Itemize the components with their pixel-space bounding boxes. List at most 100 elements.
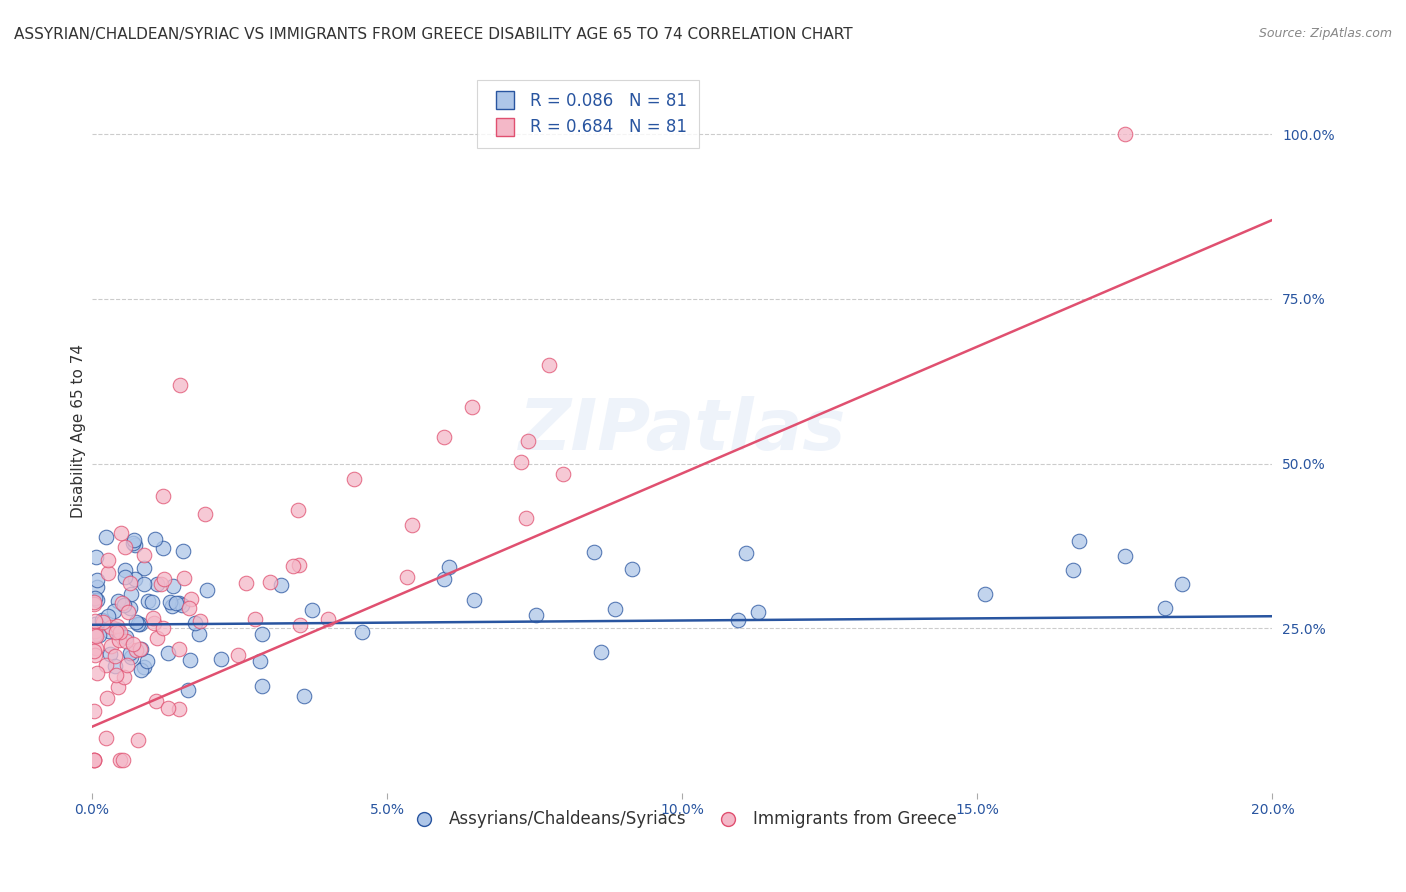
Point: [100, 640, 122, 654]
Point: [582, 545, 605, 559]
Point: [97, 553, 120, 567]
Point: [118, 600, 141, 615]
Point: [108, 625, 131, 640]
Point: [83, 597, 105, 611]
Point: [83, 644, 105, 658]
Point: [179, 653, 201, 667]
Point: [301, 603, 323, 617]
Point: [83, 753, 105, 767]
Point: [145, 694, 167, 708]
Point: [259, 575, 281, 590]
Point: [98, 647, 121, 661]
Point: [172, 544, 194, 558]
Point: [156, 646, 179, 660]
Point: [115, 658, 138, 673]
Point: [250, 679, 273, 693]
Point: [127, 733, 149, 747]
Point: [270, 578, 292, 592]
Point: [84, 549, 107, 564]
Point: [352, 624, 374, 639]
Point: [287, 502, 309, 516]
Point: [83, 704, 105, 718]
Point: [87, 628, 110, 642]
Point: [114, 630, 136, 644]
Point: [121, 535, 143, 549]
Point: [114, 570, 136, 584]
Point: [118, 646, 141, 660]
Point: [167, 641, 190, 656]
Point: [249, 654, 271, 668]
Point: [124, 572, 146, 586]
Point: [165, 596, 187, 610]
Point: [281, 559, 304, 574]
Point: [510, 455, 533, 469]
Point: [460, 401, 482, 415]
Point: [605, 602, 627, 616]
Point: [83, 595, 105, 609]
Point: [162, 599, 184, 614]
Point: [432, 430, 454, 444]
Y-axis label: Disability Age 65 to 74: Disability Age 65 to 74: [72, 343, 86, 517]
Point: [127, 616, 149, 631]
Point: [235, 575, 257, 590]
Point: [108, 633, 131, 648]
Point: [209, 652, 232, 666]
Point: [124, 533, 146, 547]
Point: [401, 518, 423, 533]
Legend: Assyrians/Chaldeans/Syriacs, Immigrants from Greece: Assyrians/Chaldeans/Syriacs, Immigrants …: [401, 804, 963, 835]
Point: [104, 668, 127, 682]
Point: [86, 580, 108, 594]
Point: [134, 577, 156, 591]
Point: [84, 629, 107, 643]
Point: [162, 579, 184, 593]
Point: [1114, 128, 1136, 142]
Point: [167, 702, 190, 716]
Point: [591, 645, 613, 659]
Point: [288, 618, 311, 632]
Point: [135, 654, 157, 668]
Point: [152, 541, 174, 556]
Point: [316, 612, 339, 626]
Point: [142, 611, 165, 625]
Point: [83, 591, 105, 605]
Point: [1062, 563, 1084, 577]
Point: [176, 682, 198, 697]
Point: [90, 613, 112, 627]
Point: [128, 616, 150, 631]
Point: [142, 616, 165, 631]
Point: [96, 731, 118, 745]
Point: [433, 572, 456, 586]
Point: [125, 615, 148, 629]
Point: [129, 664, 152, 678]
Point: [112, 598, 135, 612]
Point: [292, 689, 315, 703]
Point: [84, 641, 107, 656]
Point: [1153, 600, 1175, 615]
Point: [136, 594, 159, 608]
Point: [112, 670, 135, 684]
Point: [146, 577, 169, 591]
Point: [110, 526, 132, 541]
Point: [129, 642, 152, 657]
Point: [134, 659, 156, 673]
Point: [97, 624, 120, 638]
Point: [86, 573, 108, 587]
Point: [250, 627, 273, 641]
Point: [86, 593, 108, 607]
Point: [195, 583, 218, 598]
Point: [396, 570, 419, 584]
Point: [104, 622, 127, 636]
Point: [96, 691, 118, 706]
Point: [184, 615, 207, 630]
Point: [94, 658, 117, 673]
Point: [194, 508, 217, 522]
Point: [169, 377, 191, 392]
Point: [553, 467, 575, 482]
Point: [120, 586, 142, 600]
Point: [108, 753, 131, 767]
Point: [226, 648, 249, 662]
Point: [343, 472, 366, 486]
Point: [107, 624, 129, 638]
Point: [159, 595, 181, 609]
Point: [141, 595, 163, 609]
